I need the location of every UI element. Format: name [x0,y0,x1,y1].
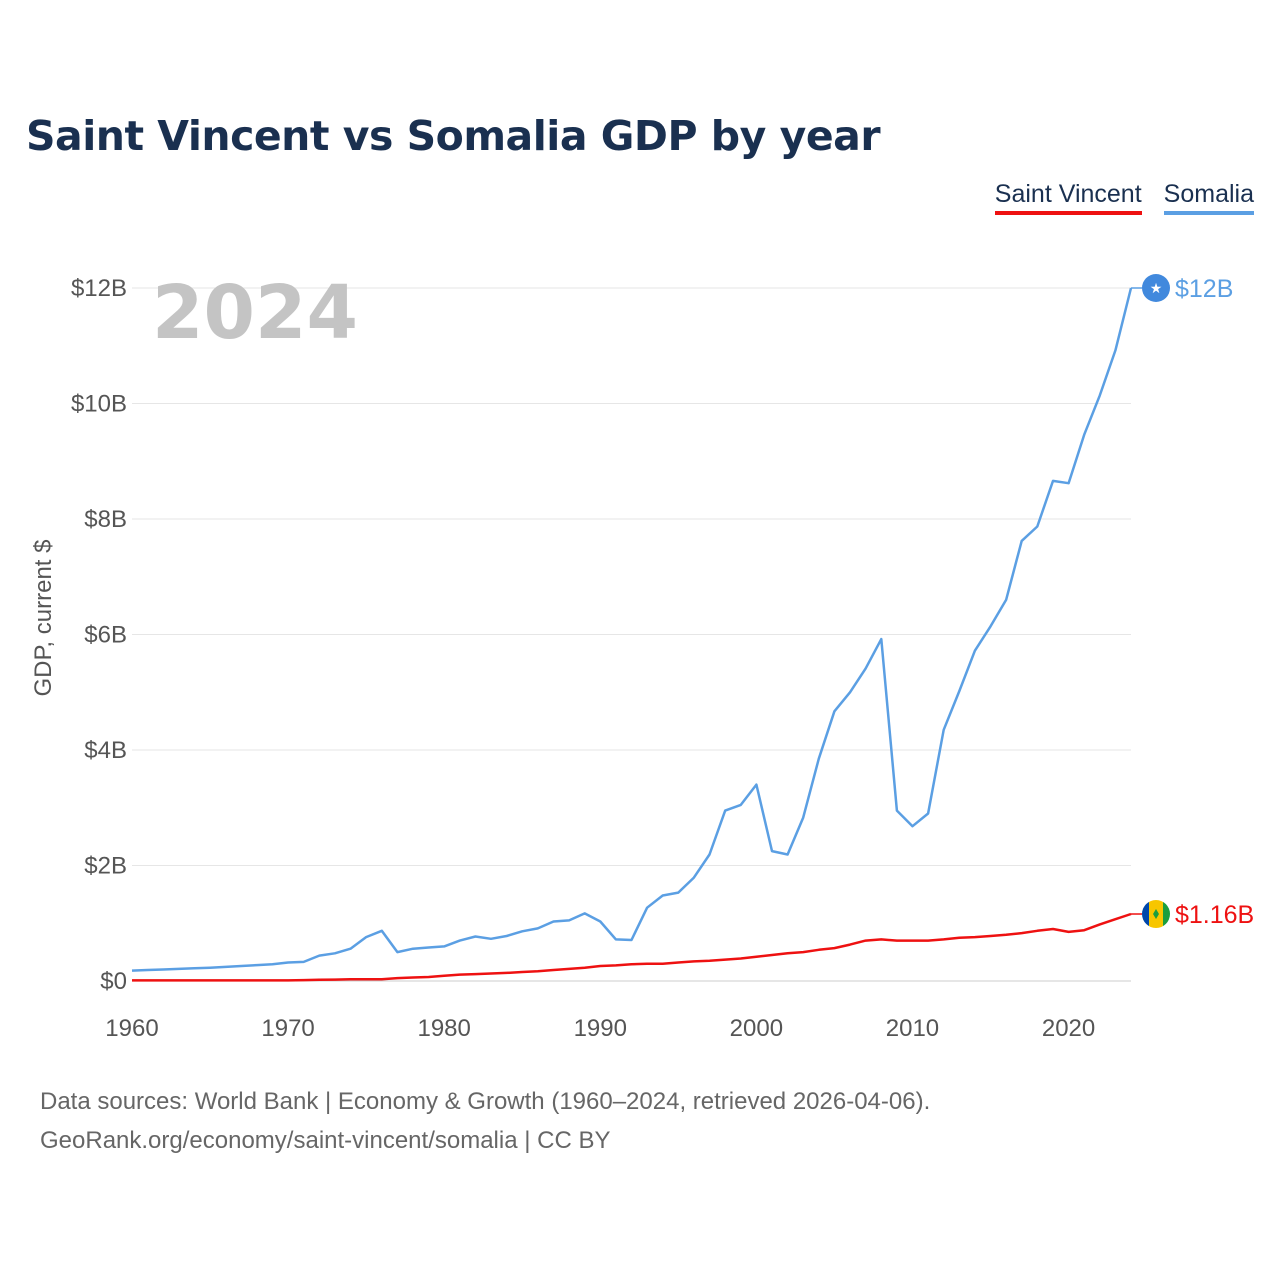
source-url[interactable]: GeoRank.org/economy/saint-vincent/somali… [40,1127,611,1154]
x-tick-label-1990: 1990 [574,1015,627,1042]
year-label: 2024 [152,270,358,356]
somalia-flag-icon: ★ [1142,274,1170,302]
end-markers: ★ $12B $1.16B [1131,274,1254,929]
source-line-1: Data sources: World Bank | Economy & Gro… [40,1088,931,1115]
x-tick-label-1960: 1960 [105,1015,158,1042]
source-note: Data sources: World Bank | Economy & Gro… [40,1082,930,1160]
chart-title: Saint Vincent vs Somalia GDP by year [26,112,881,160]
y-tick-label-6: $6B [84,622,127,649]
y-tick-label-2: $2B [84,853,127,880]
x-tick-label-1980: 1980 [417,1015,470,1042]
series-lines [131,287,1133,982]
y-tick-label-8: $8B [84,506,127,533]
gdp-line-chart: $0 $2B $4B $6B $8B $10B $12B 1960 1970 1980 1990 2… [30,270,1254,1042]
x-axis-ticks: 1960 1970 1980 1990 2000 2010 2020 [105,1015,1095,1042]
y-tick-label-0: $0 [100,968,127,995]
x-tick-label-2000: 2000 [730,1015,783,1042]
y-axis-label: GDP, current $ [30,540,57,697]
x-tick-label-2010: 2010 [886,1015,939,1042]
saint-vincent-flag-icon [1142,900,1170,929]
y-tick-label-4: $4B [84,737,127,764]
end-value-label-somalia: $12B [1175,275,1233,303]
series-line-saint-vincent[interactable] [132,912,1132,982]
x-tick-label-2020: 2020 [1042,1015,1095,1042]
legend: Saint Vincent Somalia [994,180,1254,215]
gridlines [132,287,1131,982]
y-axis-ticks: $0 $2B $4B $6B $8B $10B $12B [71,275,127,995]
y-tick-label-12: $12B [71,275,127,302]
series-line-somalia[interactable] [131,287,1133,972]
end-value-label-saint-vincent: $1.16B [1175,901,1254,929]
svg-text:★: ★ [1150,281,1163,297]
x-tick-label-1970: 1970 [261,1015,314,1042]
y-tick-label-10: $10B [71,391,127,418]
legend-item-somalia[interactable]: Somalia [1163,180,1254,215]
legend-item-saint-vincent[interactable]: Saint Vincent [994,180,1142,215]
